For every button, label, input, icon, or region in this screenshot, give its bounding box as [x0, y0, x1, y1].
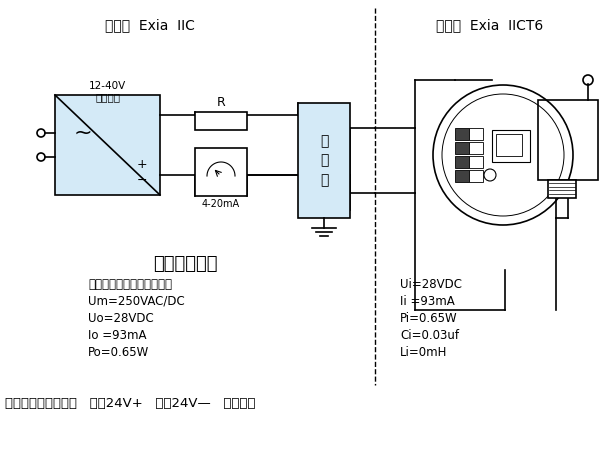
Bar: [455, 156, 469, 168]
Bar: [55, 95, 160, 195]
Bar: [469, 142, 483, 154]
Text: 直流电源: 直流电源: [95, 92, 120, 102]
Bar: [195, 112, 247, 130]
Text: 安
全
栅: 安 全 栅: [320, 134, 328, 187]
Text: −: −: [137, 173, 147, 186]
Bar: [496, 134, 522, 156]
Text: Li=0mH: Li=0mH: [400, 346, 448, 359]
Text: Ci=0.03uf: Ci=0.03uf: [400, 329, 459, 342]
Bar: [469, 156, 483, 168]
Text: Ui=28VDC: Ui=28VDC: [400, 278, 462, 291]
Text: （参见安全栅适用说明书）: （参见安全栅适用说明书）: [88, 278, 172, 291]
Bar: [455, 170, 469, 182]
Text: +: +: [137, 158, 148, 172]
Text: Ii =93mA: Ii =93mA: [400, 295, 455, 308]
Bar: [548, 180, 576, 198]
Text: 注：一体化接线方式   红：24V+   蓝：24V—   黑：接地: 注：一体化接线方式 红：24V+ 蓝：24V— 黑：接地: [5, 397, 256, 410]
Text: 安全区  Exia  IIC: 安全区 Exia IIC: [105, 18, 195, 32]
Bar: [195, 148, 247, 196]
Text: 本安型接线图: 本安型接线图: [153, 255, 217, 273]
Text: Um=250VAC/DC: Um=250VAC/DC: [88, 295, 185, 308]
Bar: [469, 170, 483, 182]
Text: Io =93mA: Io =93mA: [88, 329, 146, 342]
Bar: [492, 130, 530, 162]
Text: 4-20mA: 4-20mA: [202, 199, 240, 209]
Bar: [455, 142, 469, 154]
Bar: [538, 100, 598, 180]
Bar: [298, 103, 350, 218]
Bar: [469, 128, 483, 140]
Text: 危险区  Exia  IICT6: 危险区 Exia IICT6: [436, 18, 544, 32]
Text: 12-40V: 12-40V: [89, 81, 126, 91]
Text: Pi=0.65W: Pi=0.65W: [400, 312, 458, 325]
Text: R: R: [217, 96, 226, 109]
Text: Uo=28VDC: Uo=28VDC: [88, 312, 154, 325]
Bar: [455, 128, 469, 140]
Text: ~: ~: [74, 123, 92, 143]
Text: Po=0.65W: Po=0.65W: [88, 346, 149, 359]
